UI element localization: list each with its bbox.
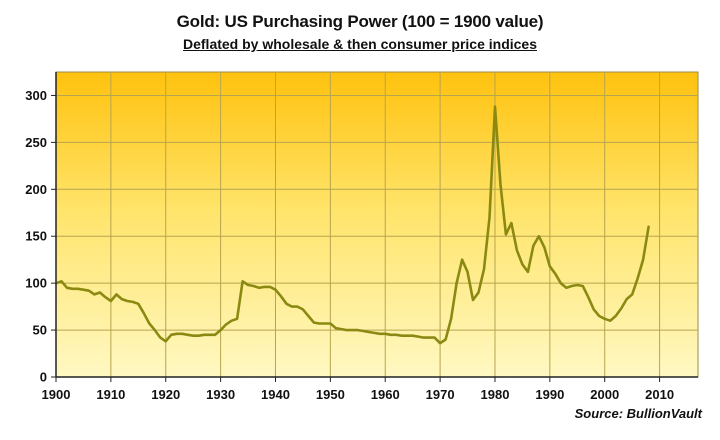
y-tick-label: 200 [25, 182, 47, 197]
y-tick-label: 300 [25, 88, 47, 103]
y-tick-label: 100 [25, 276, 47, 291]
y-axis: 0 50 100 150 200 250 300 [25, 88, 56, 385]
plot-background [55, 71, 699, 378]
y-tick-label: 250 [25, 135, 47, 150]
y-tick-label: 150 [25, 229, 47, 244]
x-tick-label: 1920 [151, 387, 180, 402]
x-tick-label: 1990 [535, 387, 564, 402]
y-tick-label: 50 [33, 323, 47, 338]
x-tick-label: 2010 [645, 387, 674, 402]
x-tick-label: 1930 [206, 387, 235, 402]
x-tick-label: 1900 [42, 387, 71, 402]
source-note: Source: BullionVault [574, 406, 702, 421]
x-tick-label: 1980 [481, 387, 510, 402]
x-tick-label: 1970 [426, 387, 455, 402]
x-tick-label: 1960 [371, 387, 400, 402]
chart-title: Gold: US Purchasing Power (100 = 1900 va… [176, 12, 544, 31]
y-tick-label: 0 [40, 370, 47, 385]
grid [56, 72, 698, 377]
chart-subtitle: Deflated by wholesale & then consumer pr… [183, 36, 537, 52]
series-line [54, 105, 650, 345]
x-axis: 1900 1910 1920 1930 1940 1950 1960 1970 1980 1990… [42, 377, 674, 402]
x-tick-label: 1940 [261, 387, 290, 402]
x-tick-label: 1910 [96, 387, 125, 402]
x-tick-label: 1950 [316, 387, 345, 402]
x-tick-label: 2000 [590, 387, 619, 402]
